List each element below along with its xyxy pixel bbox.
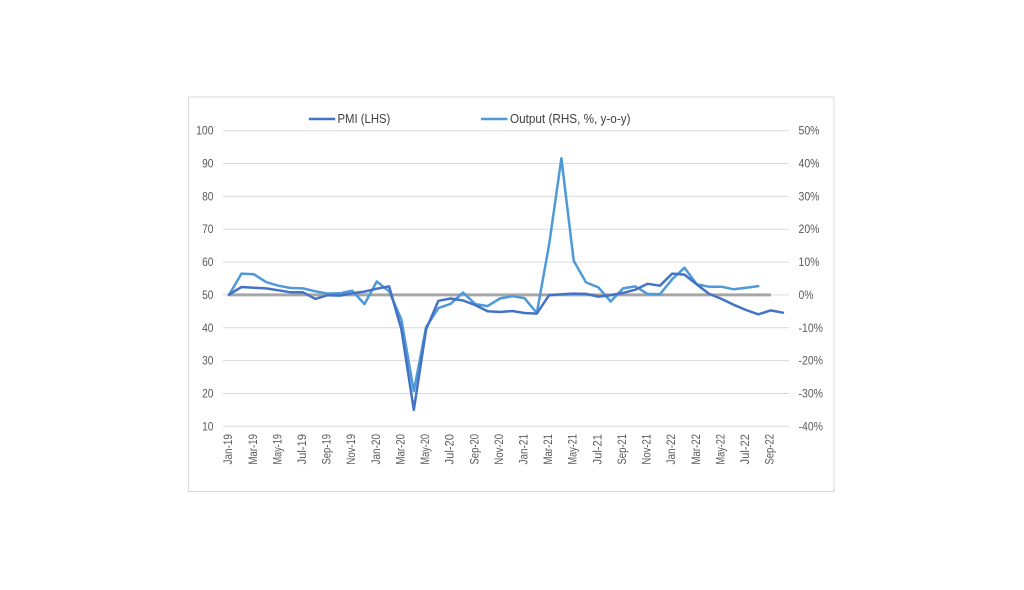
svg-text:Nov-20: Nov-20 [494, 434, 506, 465]
svg-text:60: 60 [202, 257, 213, 269]
svg-text:Sep-21: Sep-21 [617, 434, 629, 465]
svg-text:0%: 0% [799, 290, 814, 302]
svg-text:May-21: May-21 [568, 434, 580, 465]
svg-text:Mar-21: Mar-21 [543, 434, 555, 465]
svg-text:May-19: May-19 [272, 434, 284, 465]
svg-text:Mar-20: Mar-20 [395, 434, 407, 465]
svg-text:Jan-22: Jan-22 [666, 434, 678, 465]
svg-text:20: 20 [202, 389, 213, 401]
svg-text:Sep-20: Sep-20 [469, 434, 481, 465]
svg-text:80: 80 [202, 191, 213, 203]
svg-text:30: 30 [202, 356, 213, 368]
svg-text:40%: 40% [799, 159, 820, 171]
svg-text:70: 70 [202, 224, 213, 236]
svg-text:Output (RHS, %, y-o-y): Output (RHS, %, y-o-y) [510, 112, 631, 126]
svg-text:Jul-22: Jul-22 [740, 434, 752, 465]
svg-text:Jul-19: Jul-19 [297, 434, 309, 465]
svg-text:Sep-19: Sep-19 [322, 434, 334, 465]
svg-text:May-20: May-20 [420, 434, 432, 465]
svg-text:20%: 20% [799, 224, 820, 236]
svg-text:-10%: -10% [799, 323, 824, 335]
svg-text:50: 50 [202, 290, 213, 302]
svg-text:10%: 10% [799, 257, 820, 269]
svg-text:100: 100 [196, 126, 213, 138]
svg-text:30%: 30% [799, 191, 820, 203]
svg-text:Mar-22: Mar-22 [691, 434, 703, 465]
svg-text:Nov-21: Nov-21 [642, 434, 654, 465]
svg-text:40: 40 [202, 323, 213, 335]
svg-text:Jul-21: Jul-21 [592, 434, 604, 465]
svg-text:Jul-20: Jul-20 [445, 434, 457, 465]
svg-text:-40%: -40% [799, 421, 824, 433]
svg-text:-20%: -20% [799, 356, 824, 368]
svg-text:10: 10 [202, 421, 213, 433]
svg-text:Nov-19: Nov-19 [346, 434, 358, 465]
svg-text:Jan-19: Jan-19 [223, 434, 235, 465]
svg-text:Jan-20: Jan-20 [371, 434, 383, 465]
svg-text:PMI (LHS): PMI (LHS) [338, 112, 391, 126]
svg-text:Jan-21: Jan-21 [519, 434, 531, 465]
svg-text:Sep-22: Sep-22 [765, 434, 777, 465]
svg-text:-30%: -30% [799, 389, 824, 401]
svg-text:May-22: May-22 [715, 434, 727, 465]
svg-text:Mar-19: Mar-19 [248, 434, 260, 465]
svg-text:90: 90 [202, 159, 213, 171]
svg-text:50%: 50% [799, 126, 820, 138]
